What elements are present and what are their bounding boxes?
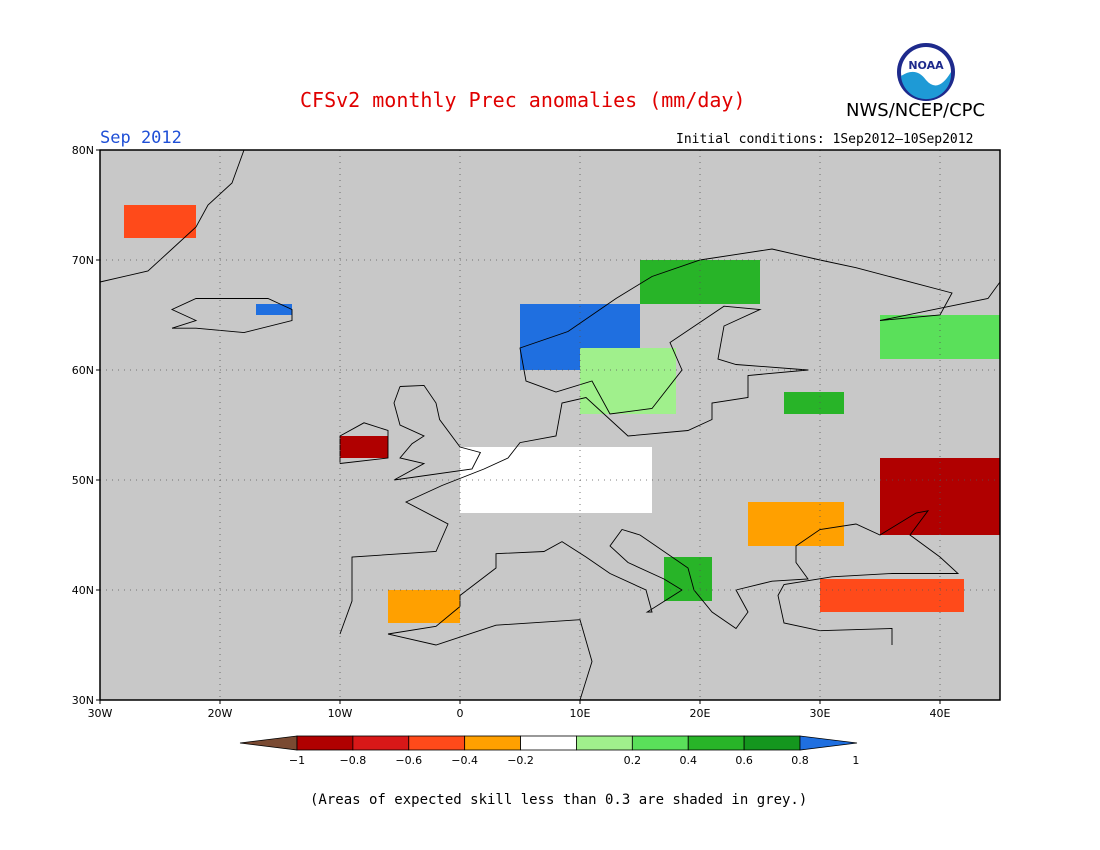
- legend-label: −0.8: [340, 754, 367, 767]
- legend-label: 0.8: [791, 754, 809, 767]
- legend-bar: −1 −0.8 −0.6 −0.4 −0.2 0.2 0.4 0.6 0.8 1: [239, 735, 859, 767]
- map-frame: [99, 149, 1001, 701]
- lat-tick-label: 60N: [72, 364, 94, 377]
- coastline: [387, 510, 960, 645]
- coastline: [339, 422, 389, 464]
- anomaly-region: [340, 436, 388, 458]
- legend-swatch: [296, 735, 354, 751]
- anomaly-region: [580, 348, 676, 414]
- legend-swatch: [408, 735, 466, 751]
- legend-label: 0.2: [624, 754, 642, 767]
- skill-note: (Areas of expected skill less than 0.3 a…: [310, 792, 808, 808]
- anomaly-region: [124, 205, 196, 238]
- legend-swatch: [576, 735, 633, 751]
- legend-label: −0.6: [395, 754, 422, 767]
- legend-swatch: [520, 735, 577, 751]
- chart-title: CFSv2 monthly Prec anomalies (mm/day): [300, 88, 746, 112]
- map-plot-area: [99, 149, 1001, 701]
- legend-label: −0.4: [451, 754, 478, 767]
- anomaly-region: [388, 590, 460, 623]
- legend-label: 0.6: [735, 754, 753, 767]
- legend-swatch: [464, 735, 521, 751]
- lon-tick-label: 10W: [328, 707, 353, 720]
- lat-tick-label: 40N: [72, 584, 94, 597]
- lat-tick-label: 80N: [72, 144, 94, 157]
- anomaly-region: [256, 304, 292, 315]
- forecast-month: Sep 2012: [100, 128, 182, 148]
- legend-arrow-high: [799, 735, 858, 751]
- legend-swatch: [687, 735, 745, 751]
- coastline: [387, 619, 593, 701]
- lon-tick-label: 0: [457, 707, 464, 720]
- legend-label: −0.2: [507, 754, 534, 767]
- legend-arrow-low: [239, 735, 298, 751]
- anomaly-region: [784, 392, 844, 414]
- legend-label: −1: [289, 754, 305, 767]
- anomaly-region: [748, 502, 844, 546]
- lon-tick-label: 30E: [810, 707, 831, 720]
- coastline: [339, 248, 1001, 635]
- color-legend: −1 −0.8 −0.6 −0.4 −0.2 0.2 0.4 0.6 0.8 1: [239, 735, 859, 767]
- map-axes: 30W 20W 10W 0 10E 20E 30E 40E 30N 40N 50N 60N 70N 80N: [72, 144, 1001, 720]
- lon-tick-label: 20W: [208, 707, 233, 720]
- legend-swatch: [631, 735, 689, 751]
- noaa-logo: NOAA: [897, 43, 955, 101]
- agency-label: NWS/NCEP/CPC: [846, 100, 986, 121]
- lat-tick-label: 50N: [72, 474, 94, 487]
- lat-tick-label: 70N: [72, 254, 94, 267]
- anomaly-region: [664, 557, 712, 601]
- initial-conditions: Initial conditions: 1Sep2012—10Sep2012: [676, 132, 974, 147]
- lat-tick-label: 30N: [72, 694, 94, 707]
- lon-tick-label: 40E: [930, 707, 951, 720]
- legend-swatch: [743, 735, 801, 751]
- legend-swatch: [352, 735, 410, 751]
- legend-label: 0.4: [679, 754, 697, 767]
- logo-text: NOAA: [908, 59, 944, 72]
- coastline: [99, 149, 245, 283]
- lon-tick-label: 10E: [570, 707, 591, 720]
- lon-tick-label: 30W: [88, 707, 113, 720]
- legend-label: 1: [852, 754, 859, 767]
- anomaly-map: 30W 20W 10W 0 10E 20E 30E 40E 30N 40N 50N 60N 70N 80N: [72, 144, 1001, 720]
- lon-tick-label: 20E: [690, 707, 711, 720]
